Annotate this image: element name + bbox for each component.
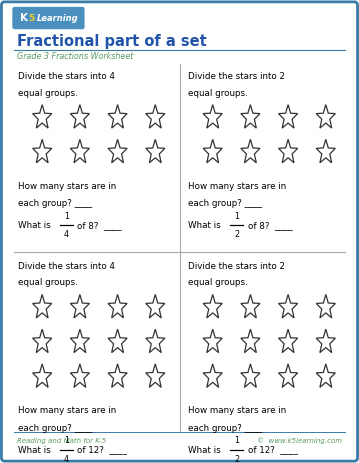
Polygon shape bbox=[279, 364, 298, 388]
Polygon shape bbox=[108, 329, 127, 353]
Polygon shape bbox=[33, 105, 52, 128]
Text: 1: 1 bbox=[64, 436, 69, 445]
Text: 1: 1 bbox=[234, 212, 239, 221]
Polygon shape bbox=[146, 329, 165, 353]
Polygon shape bbox=[108, 364, 127, 388]
Text: each group? ____: each group? ____ bbox=[188, 199, 262, 208]
Polygon shape bbox=[146, 105, 165, 128]
Polygon shape bbox=[279, 105, 298, 128]
Text: How many stars are in: How many stars are in bbox=[188, 181, 287, 191]
Polygon shape bbox=[241, 294, 260, 318]
Text: equal groups.: equal groups. bbox=[188, 278, 248, 288]
Polygon shape bbox=[146, 364, 165, 388]
Polygon shape bbox=[203, 329, 222, 353]
Polygon shape bbox=[70, 105, 89, 128]
Polygon shape bbox=[279, 139, 298, 163]
Text: Divide the stars into 2: Divide the stars into 2 bbox=[188, 262, 285, 271]
Text: How many stars are in: How many stars are in bbox=[18, 406, 116, 415]
Polygon shape bbox=[70, 329, 89, 353]
Polygon shape bbox=[70, 139, 89, 163]
Text: What is: What is bbox=[188, 445, 221, 455]
Polygon shape bbox=[241, 364, 260, 388]
Text: of 8?  ____: of 8? ____ bbox=[248, 221, 292, 230]
Polygon shape bbox=[108, 105, 127, 128]
Polygon shape bbox=[70, 364, 89, 388]
Polygon shape bbox=[108, 139, 127, 163]
Text: How many stars are in: How many stars are in bbox=[188, 406, 287, 415]
Text: How many stars are in: How many stars are in bbox=[18, 181, 116, 191]
Polygon shape bbox=[241, 139, 260, 163]
Polygon shape bbox=[108, 294, 127, 318]
Text: 2: 2 bbox=[234, 455, 239, 463]
Text: Divide the stars into 2: Divide the stars into 2 bbox=[188, 72, 285, 81]
Text: Learning: Learning bbox=[37, 13, 78, 23]
Polygon shape bbox=[203, 105, 222, 128]
Polygon shape bbox=[316, 364, 335, 388]
Text: equal groups.: equal groups. bbox=[18, 278, 78, 288]
Text: Reading and Math for K-5: Reading and Math for K-5 bbox=[17, 438, 106, 444]
Polygon shape bbox=[33, 329, 52, 353]
Text: Divide the stars into 4: Divide the stars into 4 bbox=[18, 262, 115, 271]
Polygon shape bbox=[203, 364, 222, 388]
Text: equal groups.: equal groups. bbox=[188, 88, 248, 98]
FancyBboxPatch shape bbox=[13, 7, 84, 29]
Text: of 12?  ____: of 12? ____ bbox=[77, 445, 127, 455]
Polygon shape bbox=[279, 294, 298, 318]
Text: Divide the stars into 4: Divide the stars into 4 bbox=[18, 72, 115, 81]
Text: equal groups.: equal groups. bbox=[18, 88, 78, 98]
Text: 1: 1 bbox=[234, 436, 239, 445]
Text: Grade 3 Fractions Worksheet: Grade 3 Fractions Worksheet bbox=[17, 52, 134, 61]
Text: of 8?  ____: of 8? ____ bbox=[77, 221, 122, 230]
Polygon shape bbox=[316, 329, 335, 353]
Text: 1: 1 bbox=[64, 212, 69, 221]
Text: 4: 4 bbox=[64, 455, 69, 463]
Polygon shape bbox=[146, 139, 165, 163]
Text: Fractional part of a set: Fractional part of a set bbox=[17, 34, 207, 49]
Polygon shape bbox=[203, 294, 222, 318]
Text: each group? ____: each group? ____ bbox=[18, 199, 92, 208]
Polygon shape bbox=[33, 364, 52, 388]
Polygon shape bbox=[203, 139, 222, 163]
Polygon shape bbox=[33, 294, 52, 318]
Text: ©  www.k5learning.com: © www.k5learning.com bbox=[257, 438, 342, 444]
Text: of 12?  ____: of 12? ____ bbox=[248, 445, 298, 455]
Text: 2: 2 bbox=[234, 230, 239, 239]
Polygon shape bbox=[241, 329, 260, 353]
Polygon shape bbox=[241, 105, 260, 128]
Text: 5: 5 bbox=[28, 13, 35, 23]
Polygon shape bbox=[33, 139, 52, 163]
Text: 4: 4 bbox=[64, 230, 69, 239]
Polygon shape bbox=[70, 294, 89, 318]
Polygon shape bbox=[279, 329, 298, 353]
Polygon shape bbox=[146, 294, 165, 318]
Text: What is: What is bbox=[188, 221, 221, 230]
Polygon shape bbox=[316, 139, 335, 163]
Text: What is: What is bbox=[18, 445, 51, 455]
Text: each group? ____: each group? ____ bbox=[18, 424, 92, 433]
Polygon shape bbox=[316, 294, 335, 318]
Text: K: K bbox=[20, 13, 28, 23]
Text: What is: What is bbox=[18, 221, 51, 230]
Text: each group? ____: each group? ____ bbox=[188, 424, 262, 433]
Polygon shape bbox=[316, 105, 335, 128]
